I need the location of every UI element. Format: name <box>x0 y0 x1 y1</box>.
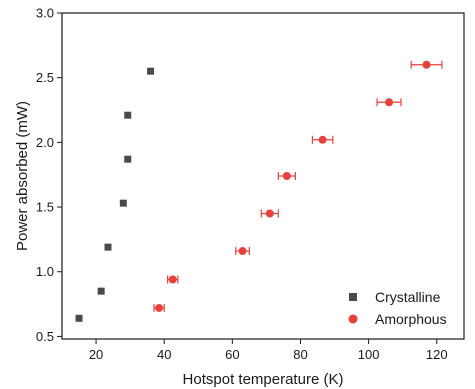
data-point-circle <box>155 303 164 312</box>
series-crystalline <box>75 67 155 322</box>
x-tick-label: 60 <box>225 347 239 362</box>
data-point-square <box>119 199 127 207</box>
data-point-square <box>75 314 83 322</box>
legend-marker-circle <box>348 314 358 324</box>
legend-marker-square <box>349 293 357 301</box>
y-tick-label: 1.0 <box>36 264 54 279</box>
series-amorphous <box>153 60 443 312</box>
data-point-square <box>124 111 132 119</box>
axis-ticks: 20 40 60 80 100 120 0.5 1.0 1.5 2.0 2.5 3.0 <box>36 6 448 363</box>
y-axis-title: Power absorbed (mW) <box>14 101 31 251</box>
data-point-circle <box>238 247 247 256</box>
x-tick-label: 100 <box>358 347 380 362</box>
x-tick-label: 20 <box>89 347 103 362</box>
data-point-square <box>147 67 155 75</box>
data-point-circle <box>318 135 327 144</box>
x-tick-label: 80 <box>293 347 307 362</box>
y-tick-label: 2.0 <box>36 135 54 150</box>
legend-label: Amorphous <box>375 311 447 327</box>
x-tick-label: 120 <box>426 347 448 362</box>
x-axis-title: Hotspot temperature (K) <box>183 371 344 388</box>
data-point-circle <box>282 172 291 180</box>
legend-label: Crystalline <box>375 289 441 305</box>
plot-frame <box>61 12 465 340</box>
legend: Crystalline Amorphous <box>348 289 447 327</box>
y-tick-label: 0.5 <box>36 329 54 344</box>
data-point-square <box>97 287 105 295</box>
data-point-square <box>104 243 112 251</box>
y-tick-label: 3.0 <box>36 6 54 21</box>
data-point-circle <box>422 60 431 69</box>
data-point-circle <box>265 209 274 218</box>
data-point-square <box>124 155 132 163</box>
data-point-circle <box>168 275 177 284</box>
y-tick-label: 2.5 <box>36 70 54 85</box>
plot-area <box>75 60 443 322</box>
y-tick-label: 1.5 <box>36 200 54 215</box>
data-point-circle <box>385 98 394 107</box>
x-tick-label: 40 <box>157 347 171 362</box>
